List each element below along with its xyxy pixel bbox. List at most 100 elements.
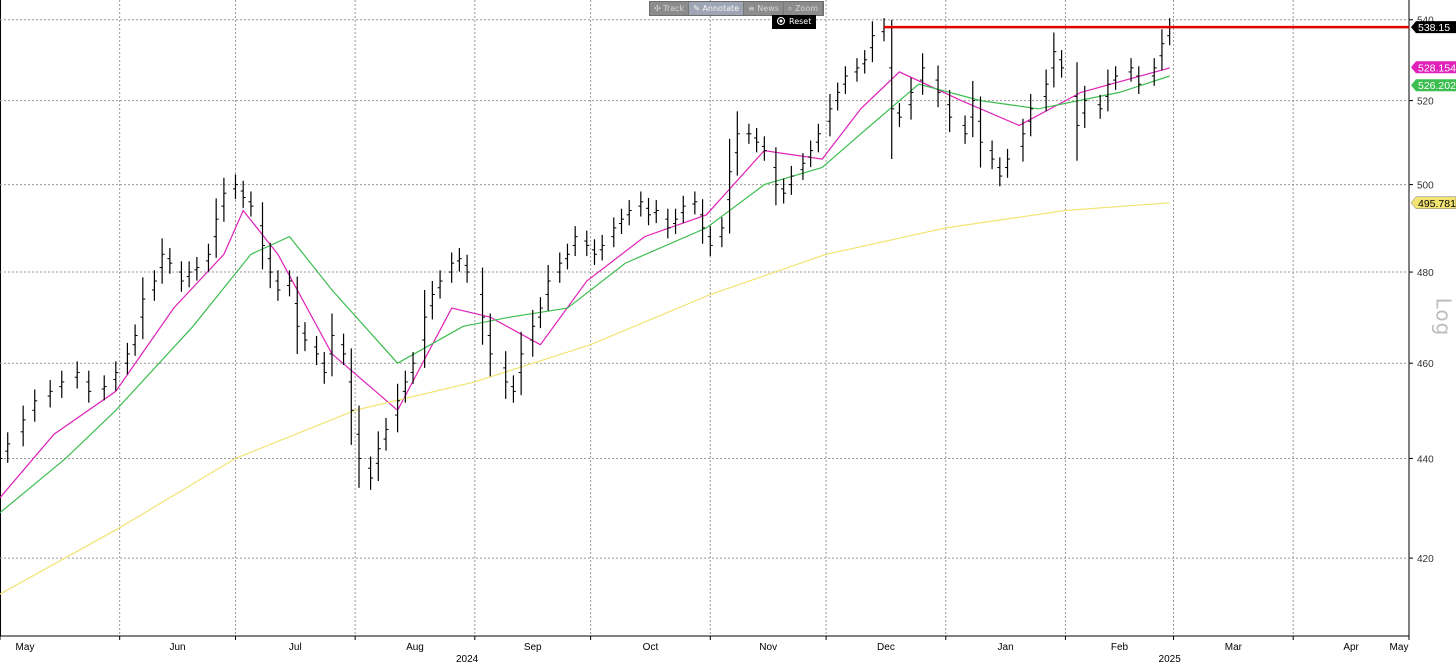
price-bar: [20, 405, 26, 447]
price-bar: [619, 208, 625, 235]
price-bar: [487, 313, 493, 377]
price-bar: [653, 200, 659, 224]
log-scale-label: Log: [1431, 297, 1456, 337]
price-bar: [1005, 148, 1011, 178]
value-label-text: 526.202: [1418, 80, 1456, 92]
value-label: 526.202: [1411, 79, 1456, 92]
x-tick-label: Dec: [877, 642, 895, 653]
y-tick-label: 460: [1417, 359, 1434, 370]
price-bar: [564, 243, 570, 270]
price-bar: [422, 289, 428, 368]
price-bar: [808, 140, 814, 168]
price-bar: [719, 217, 725, 248]
price-bar: [232, 174, 238, 200]
x-tick-label: Sep: [524, 642, 542, 653]
zoom-label: Zoom: [794, 4, 819, 13]
price-bar: [545, 264, 551, 311]
price-bar: [1082, 85, 1088, 128]
price-bar: [341, 333, 347, 366]
price-bar: [673, 208, 679, 235]
price-bar: [0, 446, 3, 471]
price-bar: [707, 226, 713, 257]
y-tick-label: 500: [1417, 181, 1434, 192]
price-bar: [314, 335, 320, 366]
moving-average-line: [0, 202, 1170, 595]
price-bar: [680, 195, 686, 224]
price-bar: [329, 313, 335, 377]
price-bar: [920, 53, 926, 95]
price-bar: [754, 127, 760, 153]
price-bar: [962, 115, 968, 144]
price-bar: [59, 370, 65, 398]
x-tick-label: Aug: [406, 642, 424, 653]
price-bar: [167, 248, 173, 274]
price-bar: [989, 140, 995, 170]
x-tick-label: May: [1390, 642, 1409, 653]
price-bar: [557, 252, 563, 283]
annotate-button[interactable]: ✎ Annotate: [689, 2, 745, 15]
price-bar: [896, 103, 902, 128]
price-bar: [124, 342, 130, 375]
price-bar: [626, 200, 632, 226]
price-bar: [294, 276, 300, 354]
price-bar: [205, 243, 211, 272]
price-bar: [692, 191, 698, 215]
price-bar: [869, 21, 875, 63]
price-bar: [734, 111, 740, 176]
price-bar: [862, 50, 868, 74]
value-label-box: [1411, 21, 1456, 34]
price-bar: [1128, 58, 1134, 82]
price-bar: [321, 352, 327, 384]
price-bar: [591, 239, 597, 265]
price-bar: [464, 254, 470, 283]
y-tick-label: 420: [1417, 554, 1434, 565]
y-tick-label: 520: [1417, 97, 1434, 108]
price-bar: [978, 96, 984, 168]
price-bar: [788, 165, 794, 195]
price-bar: [449, 252, 455, 283]
price-bar: [151, 270, 157, 301]
reset-button[interactable]: Reset: [772, 15, 817, 29]
price-bar: [101, 375, 107, 401]
zoom-button[interactable]: ⌕ Zoom: [784, 2, 824, 15]
price-bar: [213, 198, 219, 258]
price-bar: [47, 380, 53, 408]
price-bar: [1105, 69, 1111, 112]
chart-toolbar: ✣ Track ✎ Annotate ≡ News ⌕ Zoom: [649, 1, 825, 16]
price-bar: [908, 77, 914, 120]
price-bar: [599, 234, 605, 261]
price-bar: [665, 208, 671, 239]
price-bar: [815, 123, 821, 153]
price-bar: [646, 197, 652, 226]
track-label: Track: [663, 4, 685, 13]
price-bar: [1028, 94, 1034, 137]
price-bar: [275, 270, 281, 301]
price-bar: [140, 277, 146, 340]
price-bar: [1043, 69, 1049, 112]
value-label-text: 528.154: [1418, 62, 1456, 74]
price-bar: [842, 66, 848, 95]
x-tick-label: Feb: [1111, 642, 1129, 653]
news-button[interactable]: ≡ News: [744, 2, 784, 15]
track-button[interactable]: ✣ Track: [650, 2, 690, 15]
price-bar: [638, 191, 644, 217]
value-label: 495.781: [1410, 196, 1456, 210]
value-label-box: [1411, 61, 1456, 74]
price-bar: [1151, 58, 1157, 86]
x-tick-label: Jun: [170, 642, 186, 653]
price-bar: [221, 177, 227, 222]
price-bar: [248, 191, 254, 217]
price-bar: [970, 80, 976, 138]
x-year-label: 2024: [456, 654, 479, 665]
x-tick-label: Jul: [289, 642, 302, 653]
price-bar: [402, 370, 408, 403]
price-bar: [1159, 29, 1165, 71]
value-label-text: 538.15: [1418, 22, 1450, 34]
price-bar: [773, 147, 779, 206]
price-bar: [480, 267, 486, 345]
price-bar: [1097, 94, 1103, 119]
price-bar: [700, 199, 706, 244]
price-bar: [761, 136, 767, 161]
